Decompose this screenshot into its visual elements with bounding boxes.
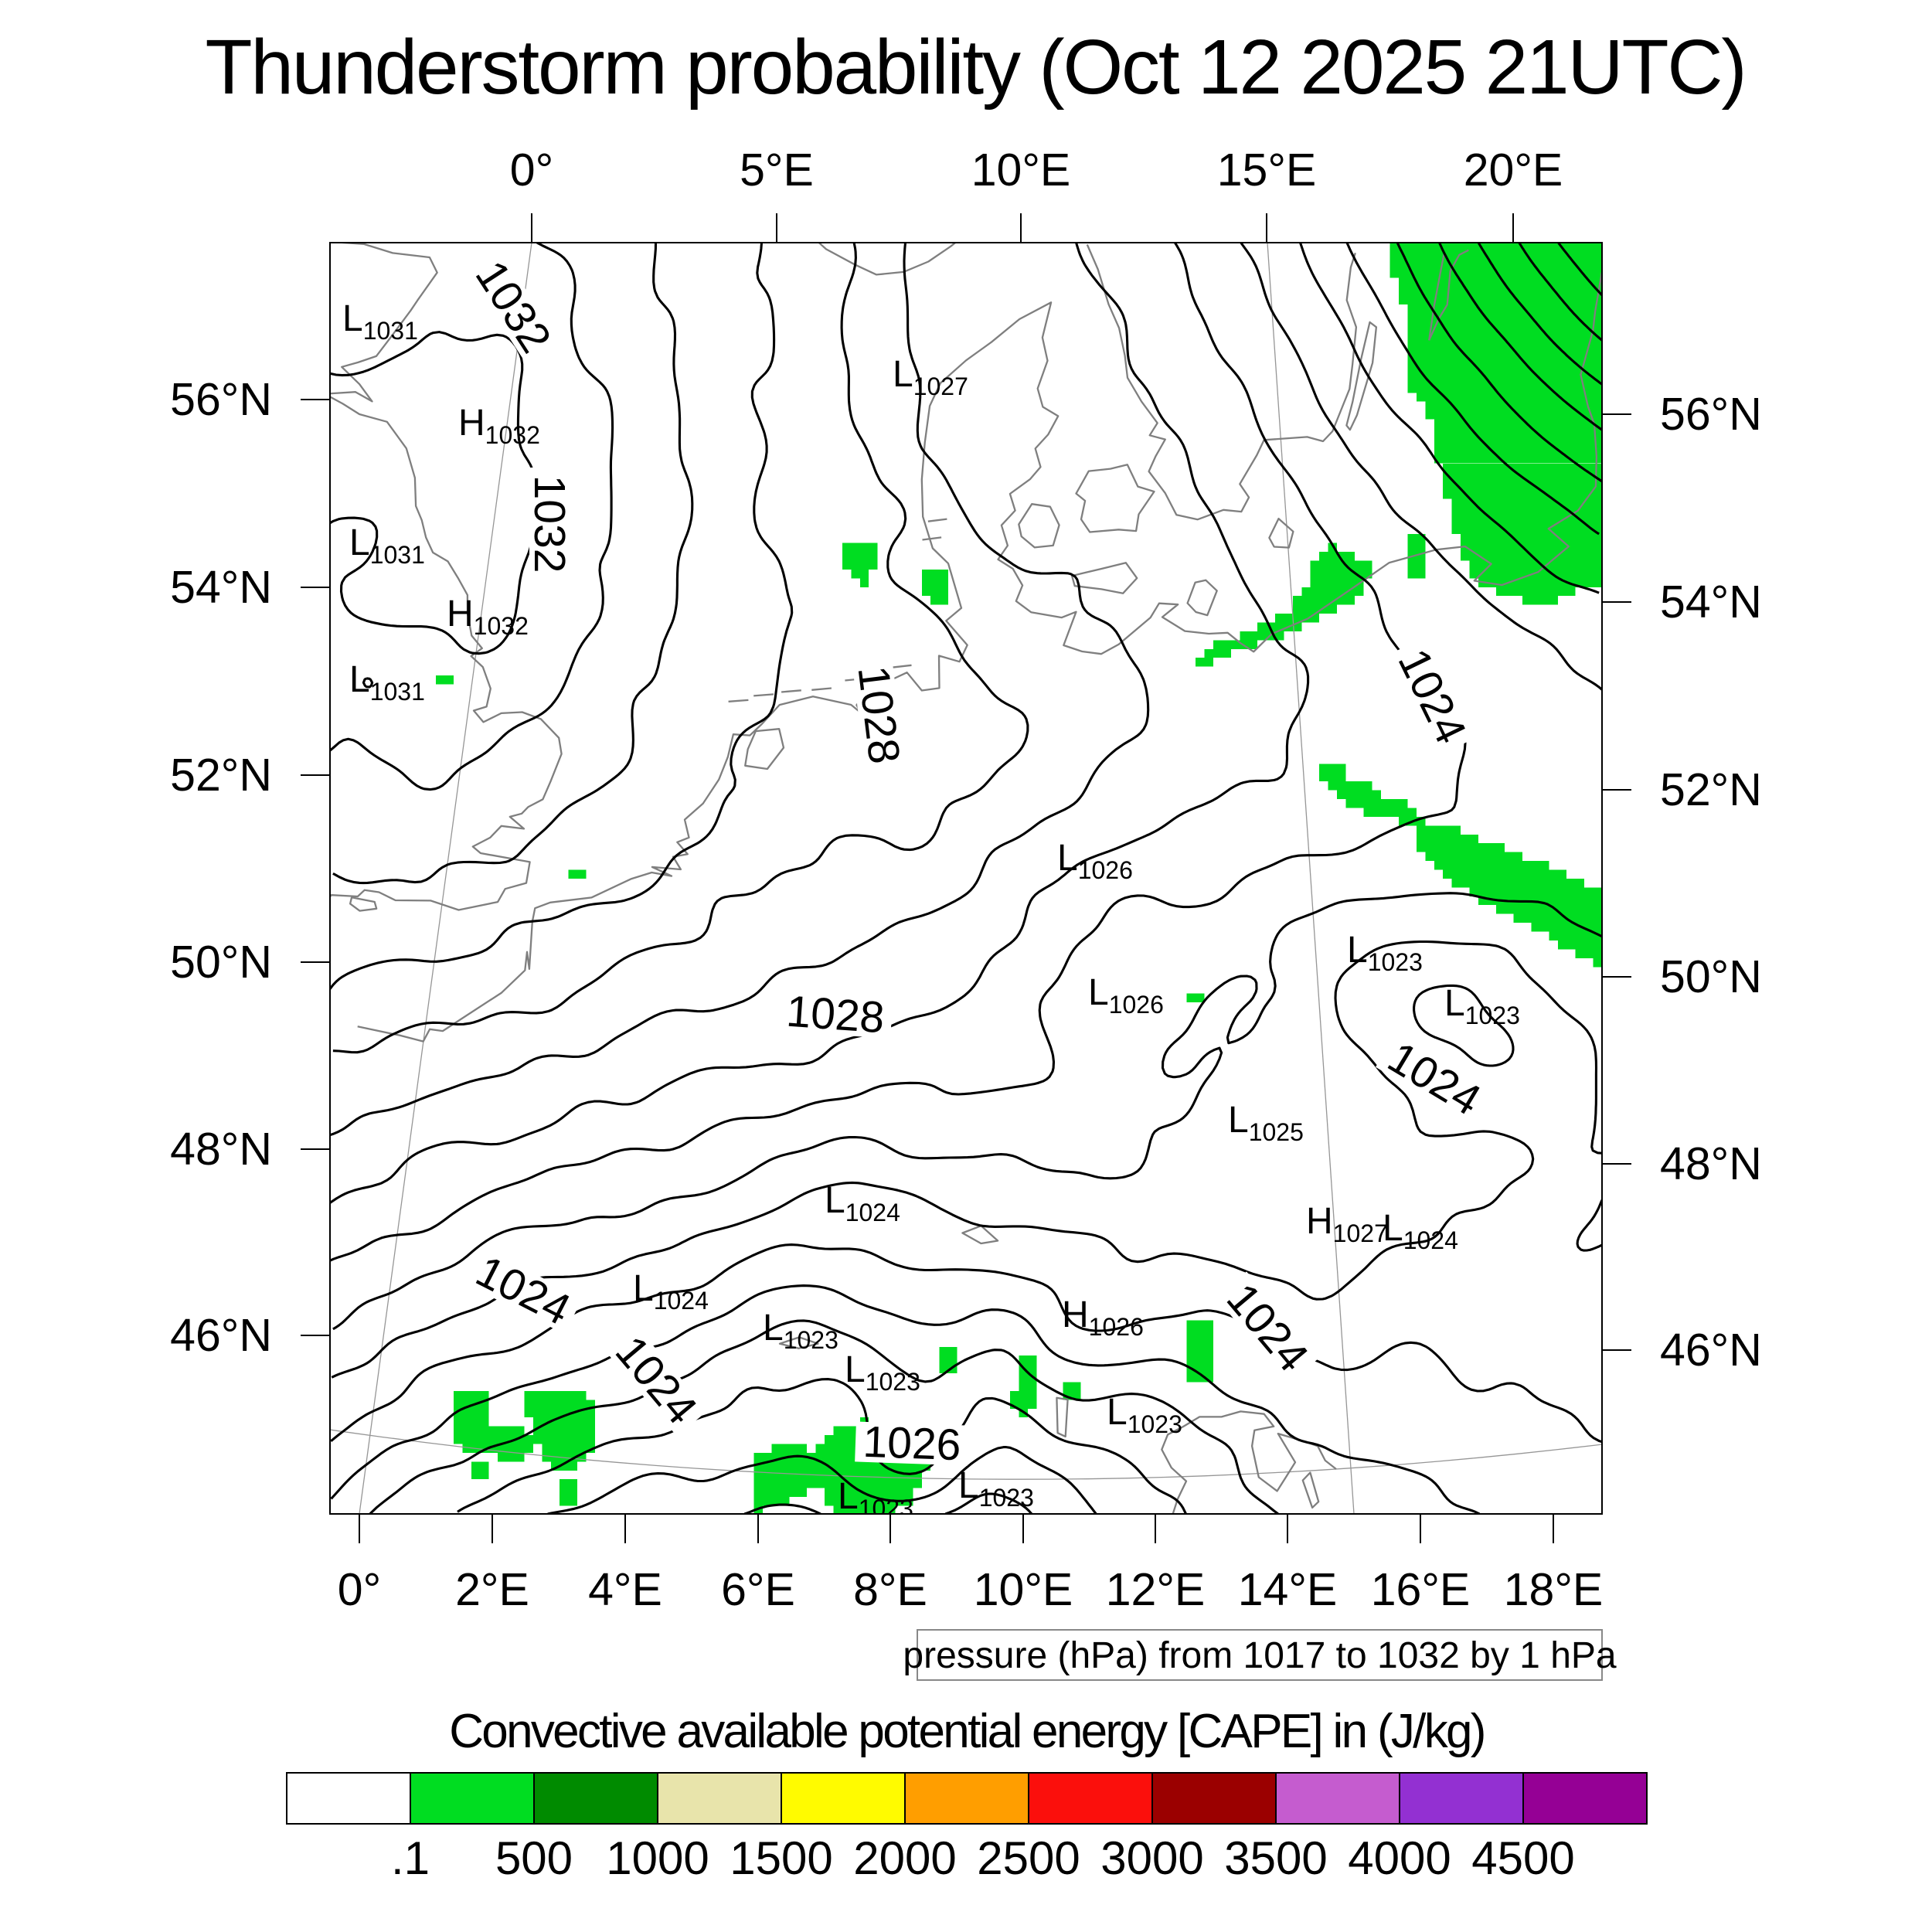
svg-text:10°E: 10°E <box>974 1564 1073 1615</box>
svg-text:1028: 1028 <box>785 987 886 1043</box>
svg-text:2000: 2000 <box>853 1832 956 1884</box>
svg-text:3000: 3000 <box>1100 1832 1203 1884</box>
svg-text:4000: 4000 <box>1348 1832 1451 1884</box>
svg-text:L1023: L1023 <box>1347 930 1423 976</box>
svg-text:54°N: 54°N <box>1660 577 1762 628</box>
svg-text:1026: 1026 <box>862 1417 962 1470</box>
svg-text:12°E: 12°E <box>1106 1564 1206 1615</box>
svg-text:1024: 1024 <box>468 1247 578 1335</box>
svg-text:500: 500 <box>495 1832 573 1884</box>
svg-text:L1023: L1023 <box>1444 983 1520 1029</box>
svg-text:2°E: 2°E <box>455 1564 529 1615</box>
svg-text:H1027: H1027 <box>1306 1201 1388 1247</box>
svg-text:1024: 1024 <box>1388 641 1475 751</box>
svg-text:4°E: 4°E <box>588 1564 662 1615</box>
svg-text:H1026: H1026 <box>1062 1294 1144 1341</box>
svg-text:48°N: 48°N <box>1660 1138 1762 1189</box>
svg-text:3500: 3500 <box>1224 1832 1327 1884</box>
svg-text:18°E: 18°E <box>1504 1564 1604 1615</box>
svg-text:L1024: L1024 <box>1383 1208 1458 1254</box>
svg-text:56°N: 56°N <box>170 374 272 425</box>
svg-text:L1031: L1031 <box>342 298 418 345</box>
svg-text:46°N: 46°N <box>170 1310 272 1361</box>
svg-text:H1032: H1032 <box>447 594 529 640</box>
svg-text:1028: 1028 <box>849 663 910 767</box>
svg-text:52°N: 52°N <box>170 750 272 801</box>
svg-text:20°E: 20°E <box>1464 145 1563 196</box>
svg-text:0°: 0° <box>338 1564 381 1615</box>
svg-text:50°N: 50°N <box>1660 951 1762 1002</box>
svg-text:8°E: 8°E <box>853 1564 927 1615</box>
svg-text:Convective available potential: Convective available potential energy [C… <box>449 1705 1485 1758</box>
svg-text:L1026: L1026 <box>1057 838 1133 884</box>
svg-text:L1023: L1023 <box>958 1465 1034 1512</box>
svg-text:1500: 1500 <box>730 1832 832 1884</box>
svg-text:L1023: L1023 <box>1107 1392 1182 1438</box>
svg-text:0°: 0° <box>510 145 553 196</box>
svg-text:L1024: L1024 <box>825 1180 900 1226</box>
svg-text:L1025: L1025 <box>1228 1100 1304 1146</box>
svg-text:52°N: 52°N <box>1660 764 1762 815</box>
svg-text:54°N: 54°N <box>170 562 272 613</box>
svg-text:L1023: L1023 <box>763 1308 838 1354</box>
svg-text:14°E: 14°E <box>1238 1564 1338 1615</box>
svg-text:46°N: 46°N <box>1660 1325 1762 1376</box>
svg-text:L1024: L1024 <box>633 1268 709 1315</box>
svg-text:2500: 2500 <box>977 1832 1080 1884</box>
svg-text:L1026: L1026 <box>1088 972 1164 1019</box>
svg-text:10°E: 10°E <box>971 145 1071 196</box>
svg-text:L1027: L1027 <box>893 354 968 400</box>
svg-text:1000: 1000 <box>606 1832 709 1884</box>
svg-text:Thunderstorm probability (Oct: Thunderstorm probability (Oct 12 2025 21… <box>206 24 1746 111</box>
svg-text:56°N: 56°N <box>1660 389 1762 440</box>
svg-text:6°E: 6°E <box>721 1564 795 1615</box>
svg-text:5°E: 5°E <box>740 145 814 196</box>
svg-text:pressure (hPa) from 1017 to 10: pressure (hPa) from 1017 to 1032 by 1 hP… <box>903 1635 1617 1676</box>
svg-text:15°E: 15°E <box>1217 145 1317 196</box>
svg-text:16°E: 16°E <box>1371 1564 1471 1615</box>
svg-text:4500: 4500 <box>1471 1832 1574 1884</box>
svg-text:L1031: L1031 <box>349 659 425 706</box>
svg-text:50°N: 50°N <box>170 937 272 988</box>
svg-text:1032: 1032 <box>525 475 574 573</box>
svg-text:.1: .1 <box>391 1832 430 1884</box>
svg-text:L1031: L1031 <box>349 522 425 569</box>
svg-text:48°N: 48°N <box>170 1124 272 1175</box>
svg-text:H1032: H1032 <box>458 403 540 449</box>
